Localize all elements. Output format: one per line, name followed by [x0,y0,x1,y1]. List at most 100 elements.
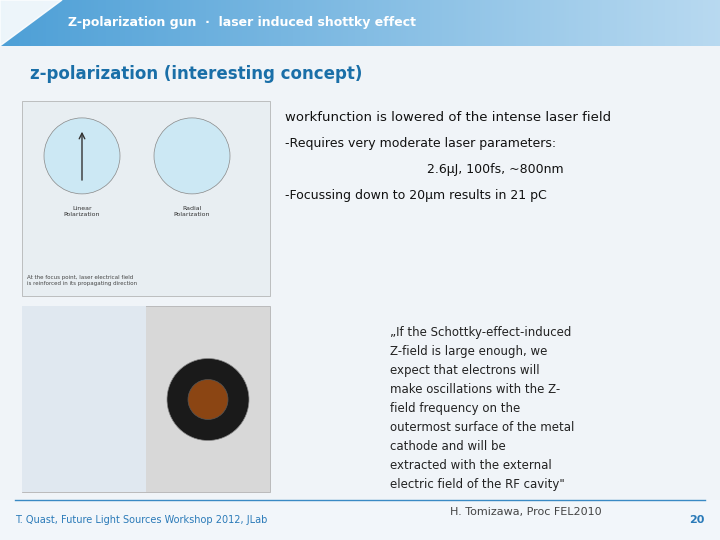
Polygon shape [331,0,333,46]
Polygon shape [156,0,158,46]
Polygon shape [691,0,693,46]
Text: 20: 20 [690,515,705,525]
Polygon shape [45,0,48,46]
Polygon shape [317,0,319,46]
Polygon shape [369,0,372,46]
Polygon shape [14,0,17,46]
Polygon shape [689,0,691,46]
Text: „If the Schottky-effect-induced: „If the Schottky-effect-induced [390,326,572,339]
Polygon shape [391,0,394,46]
Polygon shape [624,0,626,46]
Polygon shape [365,0,367,46]
Polygon shape [648,0,650,46]
Text: T. Quast, Future Light Sources Workshop 2012, JLab: T. Quast, Future Light Sources Workshop … [15,515,267,525]
Polygon shape [259,0,261,46]
Polygon shape [17,0,19,46]
Polygon shape [626,0,629,46]
Polygon shape [614,0,617,46]
Polygon shape [209,0,211,46]
Polygon shape [470,0,473,46]
Polygon shape [348,0,351,46]
Polygon shape [67,0,70,46]
Polygon shape [655,0,657,46]
Polygon shape [634,0,636,46]
Polygon shape [439,0,441,46]
Polygon shape [135,0,137,46]
Polygon shape [36,0,38,46]
Polygon shape [684,0,686,46]
Polygon shape [238,0,240,46]
Polygon shape [670,0,672,46]
Polygon shape [233,0,235,46]
Polygon shape [0,46,720,500]
Polygon shape [432,0,434,46]
Polygon shape [333,0,336,46]
Polygon shape [629,0,631,46]
Polygon shape [50,0,53,46]
Polygon shape [305,0,307,46]
Polygon shape [53,0,55,46]
Polygon shape [355,0,358,46]
Polygon shape [247,0,250,46]
Polygon shape [492,0,495,46]
Text: Z-field is large enough, we: Z-field is large enough, we [390,345,547,358]
Polygon shape [266,0,269,46]
Polygon shape [132,0,135,46]
Polygon shape [252,0,254,46]
Polygon shape [403,0,405,46]
Polygon shape [667,0,670,46]
Polygon shape [518,0,521,46]
Polygon shape [605,0,607,46]
Polygon shape [315,0,317,46]
Text: expect that electrons will: expect that electrons will [390,364,539,377]
Polygon shape [362,0,365,46]
Polygon shape [682,0,684,46]
Polygon shape [583,0,585,46]
Polygon shape [211,0,214,46]
Polygon shape [223,0,225,46]
FancyBboxPatch shape [22,101,270,296]
Polygon shape [547,0,549,46]
FancyBboxPatch shape [22,306,146,491]
Polygon shape [607,0,610,46]
Polygon shape [718,0,720,46]
Polygon shape [459,0,461,46]
Polygon shape [110,0,113,46]
Polygon shape [598,0,600,46]
Polygon shape [538,0,540,46]
Polygon shape [218,0,221,46]
Polygon shape [72,0,74,46]
Polygon shape [151,0,153,46]
Polygon shape [449,0,451,46]
Text: z-polarization (interesting concept): z-polarization (interesting concept) [30,65,362,83]
Polygon shape [708,0,711,46]
Polygon shape [243,0,245,46]
Polygon shape [559,0,562,46]
Polygon shape [9,0,12,46]
Polygon shape [521,0,523,46]
Polygon shape [60,0,63,46]
Polygon shape [593,0,595,46]
Polygon shape [189,0,192,46]
Polygon shape [99,0,101,46]
Polygon shape [180,0,182,46]
Polygon shape [171,0,173,46]
Polygon shape [74,0,77,46]
Polygon shape [228,0,230,46]
FancyBboxPatch shape [22,306,270,491]
Polygon shape [396,0,398,46]
Polygon shape [425,0,427,46]
Polygon shape [108,0,110,46]
Polygon shape [650,0,653,46]
Polygon shape [221,0,223,46]
Polygon shape [384,0,387,46]
Polygon shape [202,0,204,46]
Polygon shape [341,0,343,46]
Polygon shape [338,0,341,46]
Polygon shape [250,0,252,46]
Polygon shape [557,0,559,46]
Polygon shape [302,0,305,46]
Polygon shape [103,0,106,46]
Polygon shape [581,0,583,46]
Polygon shape [81,0,84,46]
